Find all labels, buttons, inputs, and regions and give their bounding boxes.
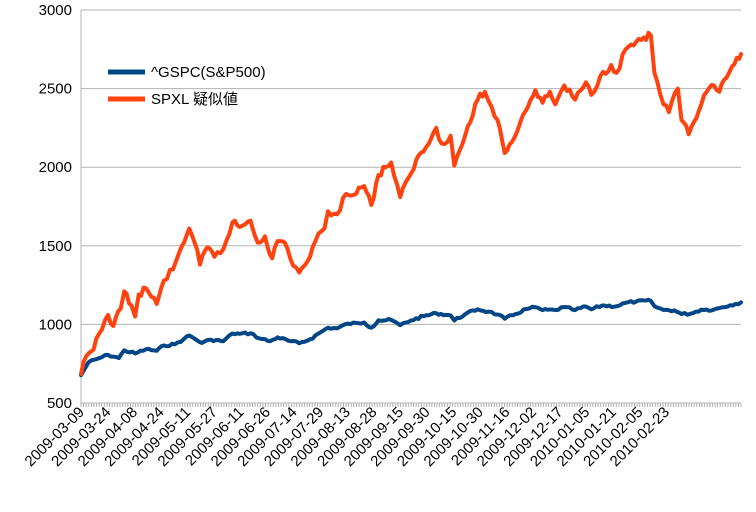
y-tick-label: 3000 — [39, 2, 72, 19]
series-lines — [79, 30, 743, 378]
legend-label: SPXL 疑似値 — [151, 91, 238, 108]
y-tick-label: 1500 — [39, 238, 72, 255]
legend-label: ^GSPC(S&P500) — [151, 64, 266, 81]
series-line-spxl — [79, 30, 743, 376]
y-tick-label: 1000 — [39, 316, 72, 333]
y-tick-label: 2500 — [39, 81, 72, 98]
gridlines — [80, 9, 741, 404]
series-line-gspc — [79, 297, 743, 378]
legend: ^GSPC(S&P500) SPXL 疑似値 — [108, 64, 266, 108]
y-tick-label: 2000 — [39, 159, 72, 176]
y-axis: 500 1000 1500 2000 2500 3000 — [39, 2, 72, 412]
x-axis: 2009-03-092009-03-242009-04-082009-04-24… — [22, 403, 742, 470]
x-tick-marks — [80, 403, 742, 407]
y-tick-label: 500 — [47, 395, 72, 412]
